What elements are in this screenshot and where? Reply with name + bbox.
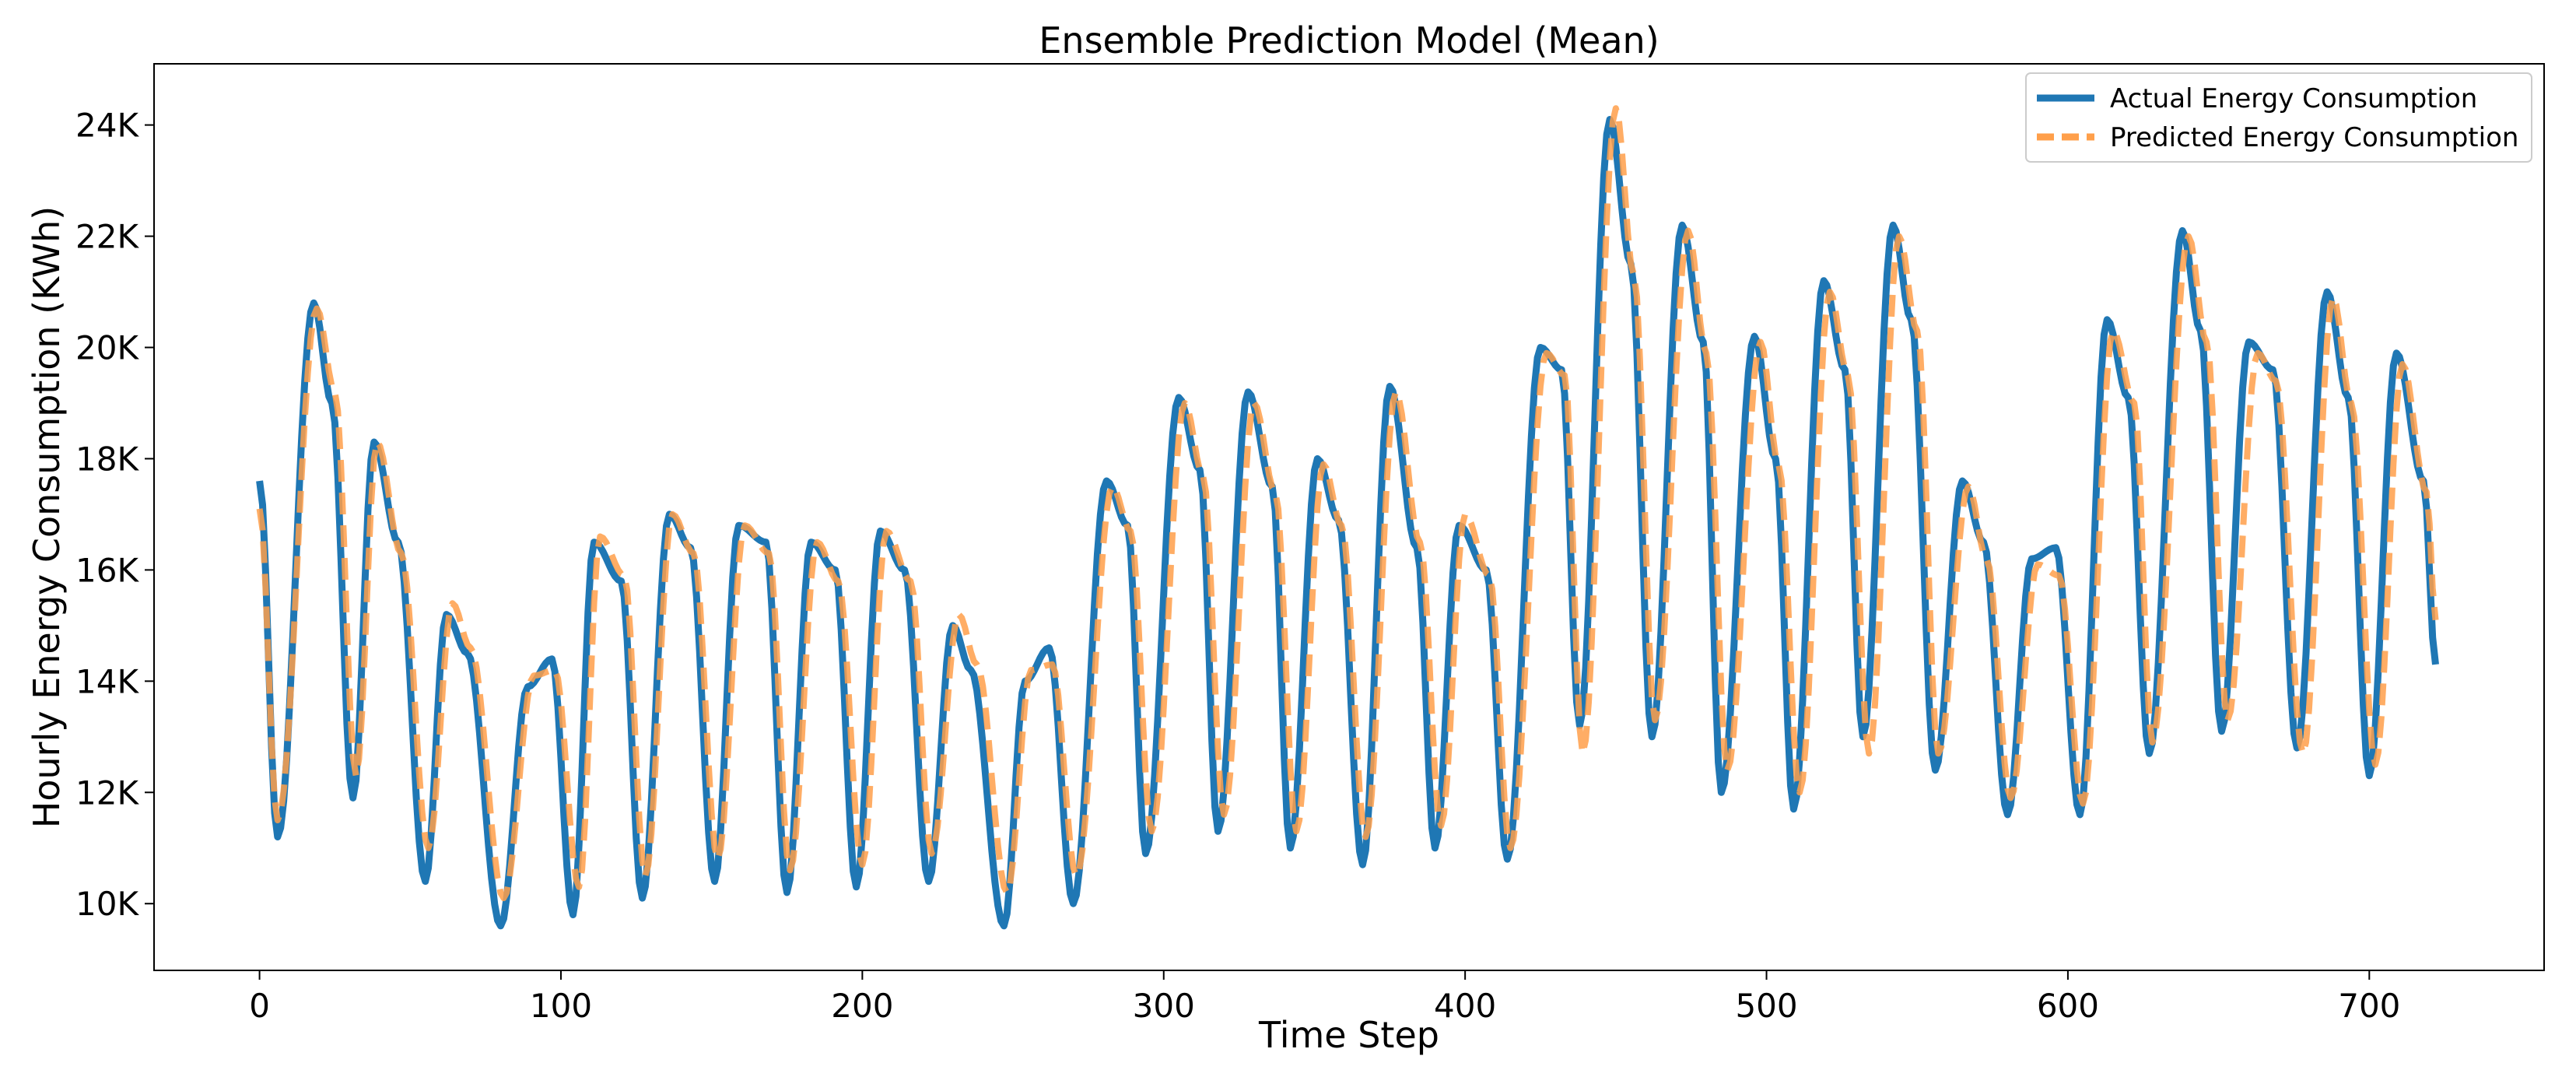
y-tick-label: 24K: [75, 107, 139, 145]
x-tick-label: 500: [1735, 987, 1797, 1025]
y-tick-label: 14K: [75, 662, 139, 700]
x-axis-title: Time Step: [1258, 1014, 1439, 1056]
chart-title: Ensemble Prediction Model (Mean): [1039, 19, 1659, 61]
y-tick-label: 22K: [75, 218, 139, 256]
series-layer: [256, 105, 2439, 930]
legend-box: [2025, 72, 2532, 163]
series-actual-line: [256, 116, 2439, 930]
legend-label-predicted: Predicted Energy Consumption: [2110, 122, 2518, 153]
y-axis-title: Hourly Energy Consumption (KWh): [26, 206, 68, 828]
y-tick-label: 10K: [75, 885, 139, 923]
x-tick-label: 0: [249, 987, 270, 1025]
series-predicted-line: [256, 105, 2439, 902]
x-tick-label: 100: [530, 987, 592, 1025]
x-tick-label: 400: [1434, 987, 1496, 1025]
plot-frame: [153, 63, 2545, 971]
x-tick-label: 200: [831, 987, 893, 1025]
x-axis: 0 100 200 300 400 500 600 700: [249, 970, 2400, 1025]
y-tick-label: 12K: [75, 774, 139, 812]
x-tick-label: 600: [2037, 987, 2099, 1025]
legend-label-actual: Actual Energy Consumption: [2110, 83, 2477, 114]
y-axis: 10K 12K 14K 16K 18K 20K 22K 24K: [75, 107, 154, 923]
y-tick-label: 20K: [75, 329, 139, 367]
x-tick-label: 700: [2338, 987, 2400, 1025]
x-tick-label: 300: [1133, 987, 1195, 1025]
y-tick-label: 18K: [75, 440, 139, 478]
y-tick-label: 16K: [75, 551, 139, 589]
legend: Actual Energy Consumption Predicted Ener…: [2025, 72, 2532, 163]
